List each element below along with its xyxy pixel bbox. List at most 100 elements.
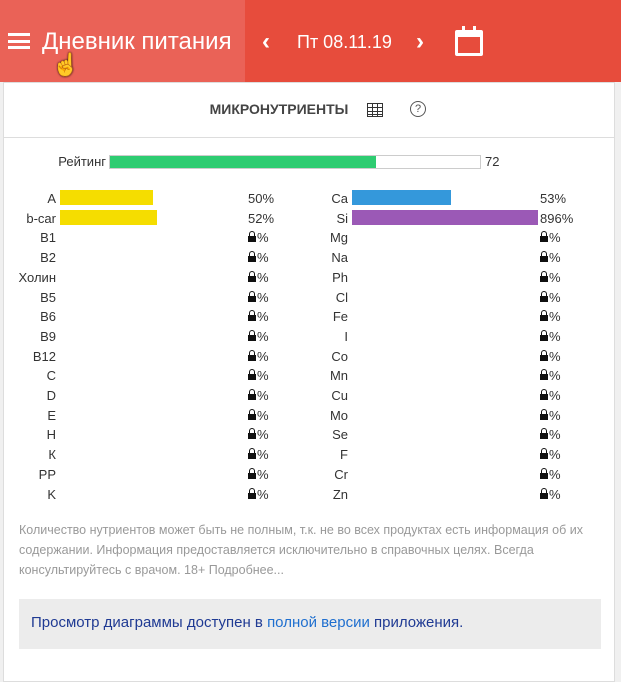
lock-icon (248, 487, 256, 499)
nutrient-row: Se% (296, 425, 596, 443)
lock-icon (540, 408, 548, 420)
header-title-area[interactable] (0, 0, 245, 82)
nutrient-label: Cl (335, 289, 348, 305)
nutrient-label: Cu (331, 388, 348, 403)
nutrient-percent: % (248, 329, 269, 344)
next-day-button[interactable]: › (416, 28, 424, 55)
app-title[interactable]: Дневник питания (42, 28, 232, 55)
nutrient-percent: 50% (248, 191, 275, 206)
percent-sign: % (549, 250, 561, 266)
rating-label: Рейтинг (58, 154, 106, 169)
disclaimer-text: Количество нутриентов может быть не полн… (19, 523, 583, 577)
hand-cursor-icon: ☝ (52, 52, 80, 77)
nutrient-row: Mo% (296, 406, 596, 424)
percent-sign: % (257, 309, 269, 325)
nutrient-percent: % (248, 250, 269, 265)
nutrient-label: Ph (332, 269, 348, 285)
nutrient-percent: % (540, 368, 561, 383)
lock-icon (248, 369, 256, 381)
percent-sign: % (549, 388, 561, 403)
help-icon[interactable]: ? (410, 101, 426, 117)
percent-sign: % (257, 250, 269, 266)
nutrient-row: B1% (4, 228, 304, 246)
percent-sign: % (549, 269, 561, 285)
nutrient-row: K% (4, 485, 304, 503)
nutrient-label: B5 (40, 289, 56, 305)
nutrient-label: Холин (18, 269, 57, 285)
nutrient-label: К (48, 447, 56, 463)
micronutrients-card: МИКРОНУТРИЕНТЫ ? Рейтинг 72 A 50% b-car 52%… (3, 82, 615, 682)
nutrient-percent: % (540, 487, 561, 502)
percent-sign: % (257, 328, 269, 344)
promo-text-end: приложения. (369, 614, 464, 631)
table-icon[interactable] (367, 103, 383, 117)
lock-icon (248, 389, 256, 400)
percent-sign: % (257, 289, 269, 305)
lock-icon (248, 270, 256, 282)
divider (4, 137, 614, 138)
nutrient-row: Co% (296, 347, 596, 365)
nutrient-percent: % (540, 270, 561, 285)
percent-sign: % (549, 466, 561, 482)
calendar-icon[interactable] (455, 26, 483, 56)
previous-day-button[interactable]: ‹ (262, 28, 270, 55)
nutrient-percent: % (248, 447, 269, 462)
nutrient-label: PP (38, 466, 56, 482)
full-version-link[interactable]: полной версии (267, 614, 370, 631)
nutrient-row: Na% (296, 248, 596, 266)
nutrient-label: Cr (334, 466, 348, 482)
nutrient-label: b-car (26, 210, 56, 226)
nutrient-percent: % (540, 427, 561, 442)
percent-sign: % (549, 427, 561, 443)
lock-icon (540, 448, 548, 460)
lock-icon (248, 467, 256, 479)
nutrient-percent: % (540, 388, 561, 403)
percent-sign: % (257, 447, 269, 463)
nutrient-row: Cu% (296, 386, 596, 404)
lock-icon (540, 487, 548, 499)
percent-sign: % (549, 447, 561, 463)
lock-icon (540, 349, 548, 361)
app-header: Дневник питания ☝ ‹ Пт 08.11.19 › (0, 0, 621, 82)
nutrient-label: Mg (329, 230, 348, 246)
lock-icon (248, 251, 256, 263)
lock-icon (540, 467, 548, 479)
lock-icon (540, 389, 548, 400)
lock-icon (248, 231, 256, 243)
nutrient-percent: % (248, 368, 269, 383)
nutrient-label: H (46, 427, 56, 443)
nutrient-percent: % (248, 230, 269, 245)
nutrient-label: D (46, 388, 56, 403)
rating-bar (109, 155, 481, 169)
nutrient-row: B5% (4, 288, 304, 306)
nutrient-percent: % (248, 427, 269, 442)
nutrient-percent: % (248, 270, 269, 285)
percent-sign: % (549, 309, 561, 325)
lock-icon (248, 408, 256, 420)
nutrient-row: I% (296, 327, 596, 345)
nutrient-label: E (47, 407, 56, 423)
lock-icon (248, 310, 256, 322)
nutrient-label: C (46, 368, 56, 384)
nutrient-percent: 52% (248, 210, 275, 226)
nutrient-percent: % (248, 290, 269, 305)
nutrient-bar (60, 209, 157, 225)
nutrient-percent: % (248, 487, 269, 502)
nutrient-label: Fe (332, 309, 348, 325)
percent-sign: % (549, 328, 561, 344)
nutrient-row: F% (296, 445, 596, 463)
nutrient-row: H% (4, 425, 304, 443)
rating-row: Рейтинг 72 (4, 153, 614, 169)
hamburger-menu-icon[interactable] (8, 33, 30, 49)
lock-icon (540, 251, 548, 263)
percent-sign: % (257, 269, 269, 285)
nutrient-row: E% (4, 406, 304, 424)
current-date[interactable]: Пт 08.11.19 (297, 32, 392, 52)
nutrient-percent: % (540, 447, 561, 462)
nutrient-label: Si (336, 210, 348, 226)
rating-bar-fill (110, 156, 377, 168)
lock-icon (248, 329, 256, 341)
percent-sign: % (257, 486, 269, 502)
percent-sign: % (257, 230, 269, 246)
lock-icon (540, 369, 548, 381)
